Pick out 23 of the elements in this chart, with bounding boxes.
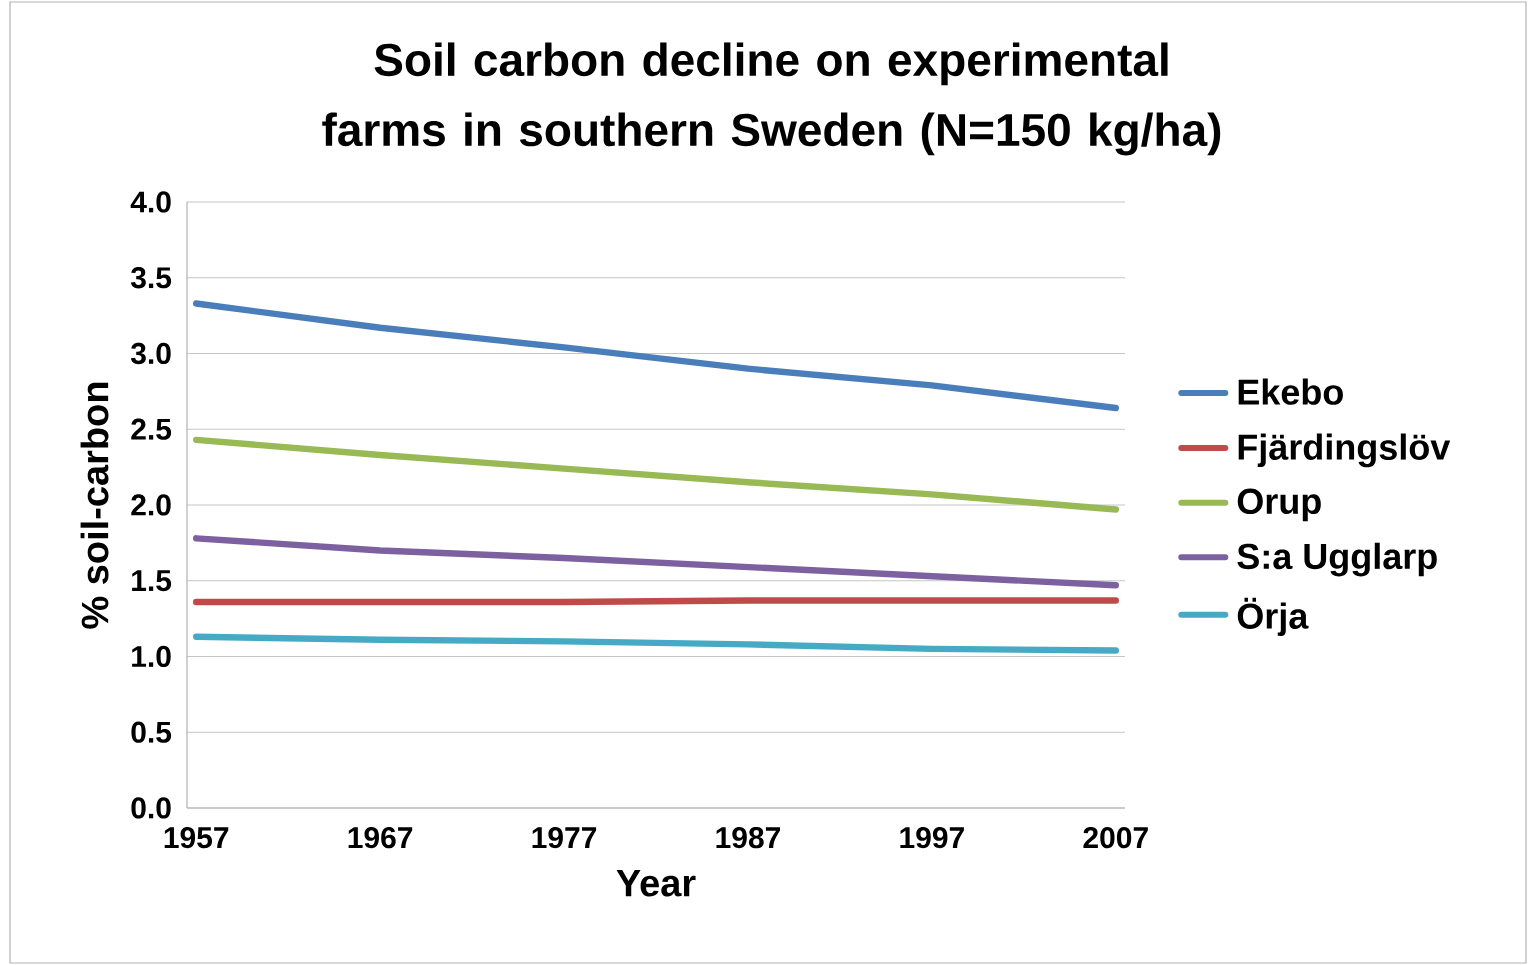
y-tick-label: 2.5 <box>131 418 172 440</box>
legend-label: Fjärdingslöv <box>1238 433 1451 468</box>
x-tick-label: 1957 <box>164 827 229 849</box>
x-tick-label: 1977 <box>532 827 597 849</box>
legend-label: Ekebo <box>1238 378 1343 405</box>
legend-label: Orup <box>1237 488 1321 522</box>
y-tick-label: 1.5 <box>132 570 172 592</box>
x-tick-label: 1987 <box>716 827 780 849</box>
y-axis-title: % soil-carbon <box>80 382 109 629</box>
y-tick-label: 1.0 <box>132 645 171 668</box>
legend-label: S:a Ugglarp <box>1237 542 1437 577</box>
x-tick-label: 2007 <box>1083 827 1148 849</box>
y-tick-label: 0.0 <box>131 797 171 819</box>
y-tick-label: 2.0 <box>131 494 171 516</box>
y-tick-label: 4.0 <box>130 191 171 213</box>
legend-label: Örja <box>1237 597 1309 637</box>
y-tick-label: 0.5 <box>131 721 172 743</box>
chart-title: Soil carbon decline on experimental farms in southern Sweden (N=150 kg/ha) <box>322 42 1221 156</box>
y-tick-label: 3.0 <box>130 342 171 365</box>
y-tick-label: 3.5 <box>130 267 172 289</box>
x-tick-label: 1997 <box>900 827 964 849</box>
x-axis-title: Year <box>616 870 696 897</box>
x-tick-label: 1967 <box>348 827 413 849</box>
